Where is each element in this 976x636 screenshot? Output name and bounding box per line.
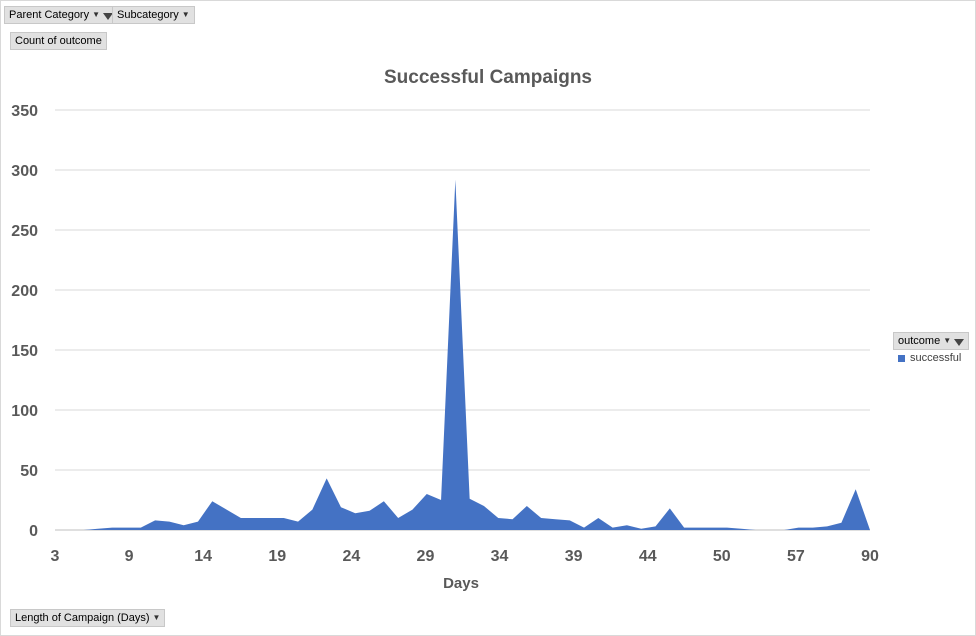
subcategory-label: Subcategory	[117, 9, 179, 21]
axis-field-button[interactable]: Length of Campaign (Days) ▼	[10, 609, 166, 627]
y-tick-label: 350	[11, 103, 38, 120]
x-axis: 3 9 14 19 24 29 34 39 44 50 57 90	[51, 548, 879, 565]
x-tick-label: 24	[342, 548, 360, 565]
y-tick-label: 100	[11, 403, 38, 420]
y-tick-label: 150	[11, 343, 38, 360]
y-tick-label: 200	[11, 283, 38, 300]
legend-field-button[interactable]: outcome ▼	[893, 332, 969, 350]
x-tick-label: 14	[194, 548, 212, 565]
dropdown-arrow-icon: ▼	[92, 10, 101, 19]
parent-category-filter-button[interactable]: Parent Category ▼	[4, 6, 119, 24]
x-tick-label: 90	[861, 548, 879, 565]
x-tick-label: 29	[417, 548, 435, 565]
dropdown-arrow-icon: ▼	[152, 613, 161, 622]
y-tick-label: 300	[11, 163, 38, 180]
filter-icon	[103, 12, 114, 20]
legend-swatch	[898, 354, 905, 362]
series-area-successful[interactable]	[55, 179, 870, 530]
x-tick-label: 9	[125, 548, 134, 565]
legend-item-successful[interactable]: successful	[898, 352, 961, 364]
x-tick-label: 50	[713, 548, 731, 565]
y-axis: 0 50 100 150 200 250 300 350	[11, 103, 38, 540]
dropdown-arrow-icon: ▼	[181, 10, 190, 19]
y-tick-label: 50	[20, 463, 38, 480]
y-tick-label: 250	[11, 223, 38, 240]
x-tick-label: 19	[268, 548, 286, 565]
axis-field-label: Length of Campaign (Days)	[15, 612, 150, 624]
y-tick-label: 0	[29, 523, 38, 540]
x-tick-label: 44	[639, 548, 657, 565]
x-tick-label: 3	[51, 548, 60, 565]
x-tick-label: 34	[491, 548, 509, 565]
values-field-button[interactable]: Count of outcome	[10, 32, 107, 50]
x-tick-label: 57	[787, 548, 805, 565]
plot-area	[55, 179, 870, 530]
dropdown-arrow-icon: ▼	[943, 336, 952, 345]
subcategory-filter-button[interactable]: Subcategory ▼	[112, 6, 195, 24]
filter-icon	[954, 338, 965, 346]
legend-series-name: successful	[910, 352, 962, 364]
values-field-label: Count of outcome	[15, 35, 102, 47]
chart-title: Successful Campaigns	[384, 67, 592, 88]
x-tick-label: 39	[565, 548, 583, 565]
legend-field-label: outcome	[898, 335, 941, 347]
x-axis-title: Days	[443, 575, 479, 592]
parent-category-label: Parent Category	[9, 9, 90, 21]
